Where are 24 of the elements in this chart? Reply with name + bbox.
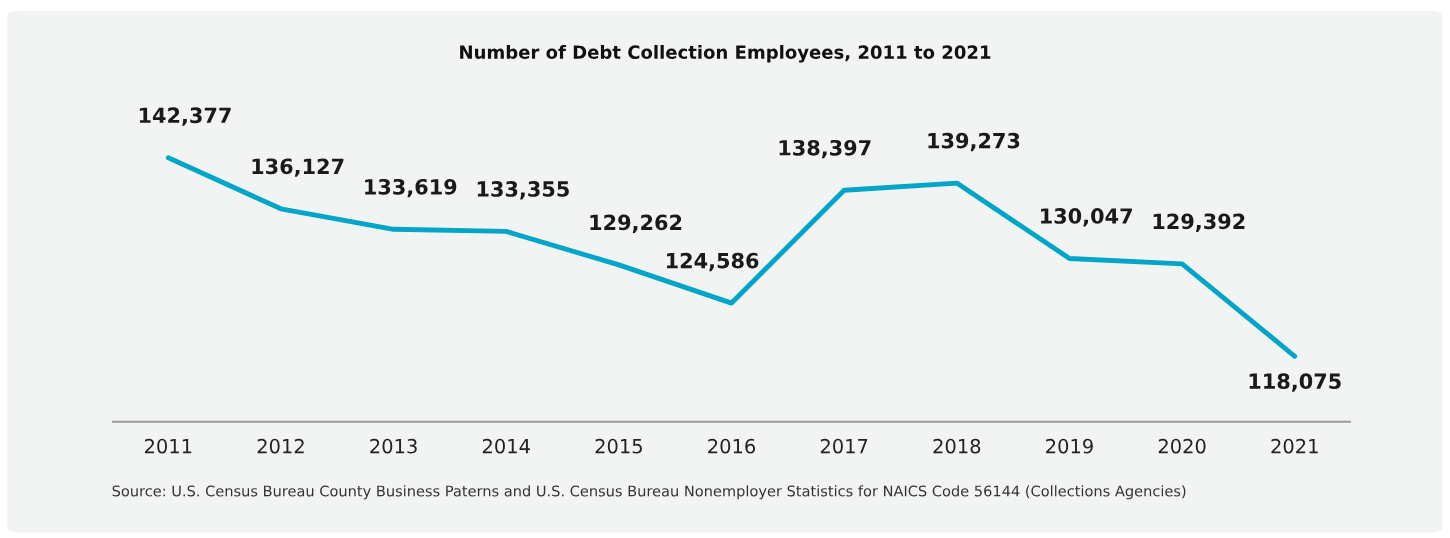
x-tick-label: 2019	[1046, 438, 1093, 454]
x-tick-label: 2018	[933, 438, 981, 454]
chart-title: Number of Debt Collection Employees, 2011 to 2021	[460, 44, 991, 63]
x-tick-label: 2013	[370, 438, 417, 454]
x-tick-label: 2016	[708, 438, 756, 454]
source-note: Source: U.S. Census Bureau County Business Paterns and U.S. Census Bureau Nonemployer Statistics for NAICS Code 56144 (Collections Agencies)	[112, 485, 1186, 500]
x-tick-label: 2017	[820, 438, 868, 454]
data-label: 129,392	[1153, 213, 1245, 232]
x-tick-label: 2020	[1158, 438, 1206, 454]
data-label: 139,273	[928, 132, 1020, 152]
x-tick-label: 2021	[1271, 438, 1318, 454]
x-tick-label: 2014	[482, 438, 530, 454]
data-label: 138,397	[779, 139, 871, 159]
x-tick-label: 2015	[595, 438, 642, 454]
data-label: 133,619	[365, 178, 457, 198]
data-label: 129,262	[590, 214, 682, 233]
data-label: 133,355	[477, 181, 569, 200]
x-tick-label: 2011	[144, 438, 192, 454]
data-label: 118,075	[1249, 373, 1341, 392]
data-label: 130,047	[1041, 208, 1132, 227]
data-label: 124,586	[666, 252, 759, 272]
data-label: 142,377	[139, 107, 231, 126]
data-label: 136,127	[252, 158, 344, 177]
x-tick-label: 2012	[257, 438, 304, 454]
